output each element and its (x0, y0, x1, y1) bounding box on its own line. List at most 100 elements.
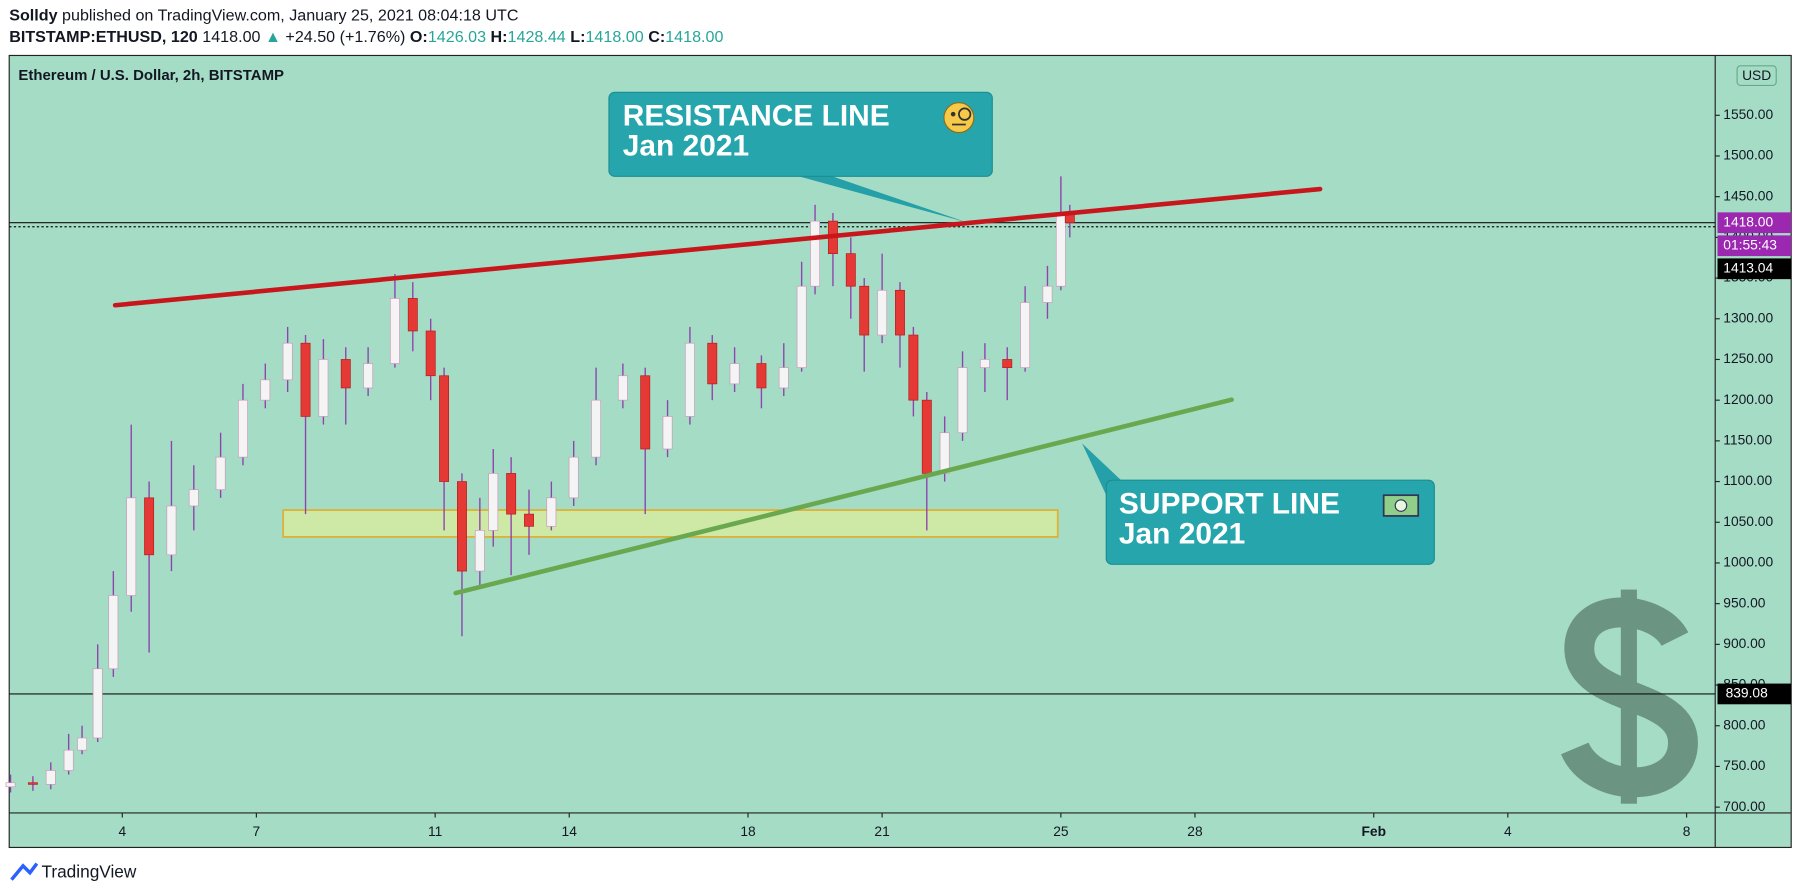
currency-box (1736, 65, 1777, 86)
x-tick-label: 25 (1053, 823, 1069, 839)
y-tick-label: 1200.00 (1723, 391, 1773, 407)
x-tick-label: Feb (1361, 823, 1386, 839)
candle-body (707, 342, 718, 385)
ohlc-value: 1426.03 (428, 28, 486, 46)
candle-body (877, 289, 888, 336)
candle-body (729, 363, 740, 385)
candle-body (488, 473, 499, 531)
price-tag-label: 1418.00 (1723, 213, 1773, 229)
y-tick-label: 950.00 (1723, 594, 1766, 610)
candle-body (27, 782, 38, 785)
candle-body (144, 497, 155, 556)
candle-body (407, 298, 418, 332)
y-tick-label: 1500.00 (1723, 147, 1773, 163)
candle-body (318, 359, 329, 417)
ohlc-value: 1428.44 (508, 28, 566, 46)
y-tick-label: 1450.00 (1723, 187, 1773, 203)
candle-body (1020, 302, 1031, 368)
y-tick-label: 1550.00 (1723, 106, 1773, 122)
chart-title: Ethereum / U.S. Dollar, 2h, BITSTAMP (18, 67, 284, 84)
candle-body (425, 330, 436, 377)
ohlc-key: O: (410, 28, 428, 46)
support-label: SUPPORT LINE (1119, 487, 1340, 520)
y-tick-label: 700.00 (1723, 798, 1766, 814)
monocle-face (943, 102, 975, 134)
x-tick-label: 7 (253, 823, 261, 839)
resistance-callout (608, 91, 993, 177)
candle-body (215, 456, 226, 491)
countdown: 01:55:43 (1723, 236, 1777, 252)
candle-body (756, 363, 767, 389)
candle-body (238, 399, 248, 458)
change: +24.50 (+1.76%) (285, 28, 405, 46)
y-tick-label: 900.00 (1723, 635, 1766, 651)
x-tick-label: 28 (1187, 823, 1203, 839)
y-tick-label: 1000.00 (1723, 554, 1773, 570)
y-tick-label: 1050.00 (1723, 513, 1773, 529)
ohlc-key: H: (491, 28, 508, 46)
candle-body (363, 363, 374, 389)
trend-line (112, 186, 1323, 308)
ohlc-value: 1418.00 (585, 28, 643, 46)
ohlc-value: 1418.00 (665, 28, 723, 46)
dollar-icon (1561, 589, 1698, 804)
candle-body (845, 253, 856, 287)
candle-body (5, 782, 16, 788)
candle-body (506, 473, 517, 515)
x-tick-label: 4 (1504, 823, 1512, 839)
candle-body (1042, 285, 1053, 303)
candle-body (63, 749, 74, 771)
change-arrow: ▲ (265, 28, 281, 46)
support-callout (1105, 479, 1435, 565)
currency: USD (1742, 67, 1771, 83)
candle-body (439, 375, 450, 482)
countdown-tag (1717, 235, 1792, 257)
candle-body (591, 399, 602, 458)
x-tick-label: 14 (562, 823, 578, 839)
resistance-sub: Jan 2021 (623, 129, 749, 162)
candle-body (921, 399, 932, 474)
x-tick-label: 4 (118, 823, 126, 839)
resistance-pointer (794, 175, 967, 223)
author: Solldy (9, 7, 57, 25)
candle-body (939, 432, 950, 474)
y-tick-label: 1150.00 (1723, 432, 1772, 448)
candle-body (908, 334, 919, 401)
x-tick-label: 21 (874, 823, 889, 839)
candle-body (45, 770, 56, 785)
candle-body (282, 342, 293, 381)
money-icon (1382, 494, 1420, 517)
header-line-2: BITSTAMP:ETHUSD, 120 1418.00 ▲ +24.50 (+… (9, 28, 723, 46)
candle-body (546, 497, 557, 527)
dollar-s (1561, 597, 1698, 798)
candle-body (979, 359, 990, 368)
x-tick-label: 18 (740, 823, 756, 839)
support-zone (282, 509, 1059, 538)
candle-body (108, 595, 119, 670)
candle-body (617, 375, 628, 401)
x-tick-label: 8 (1683, 823, 1691, 839)
tv-logo (10, 862, 39, 881)
x-tick-label: 11 (428, 823, 442, 839)
y-tick-label: 800.00 (1723, 716, 1766, 732)
candle-body (684, 342, 695, 417)
candle-body (260, 379, 271, 401)
price-tag-label: 1413.04 (1723, 259, 1773, 275)
price-tag (1717, 212, 1792, 234)
price-tag (1717, 683, 1792, 705)
y-tick-label: 1300.00 (1723, 309, 1773, 325)
candle-body (778, 367, 789, 389)
candle-body (859, 285, 870, 336)
candle-body (662, 416, 673, 450)
resistance-label: RESISTANCE LINE (623, 100, 890, 133)
candle-body (640, 375, 651, 450)
trend-line (453, 397, 1234, 596)
published: published on TradingView.com, January 25… (62, 7, 519, 25)
candle-body (300, 342, 311, 417)
candle-body (77, 737, 88, 751)
candle-body (166, 505, 177, 556)
candle-body (1055, 212, 1066, 287)
candle-body (796, 285, 807, 368)
